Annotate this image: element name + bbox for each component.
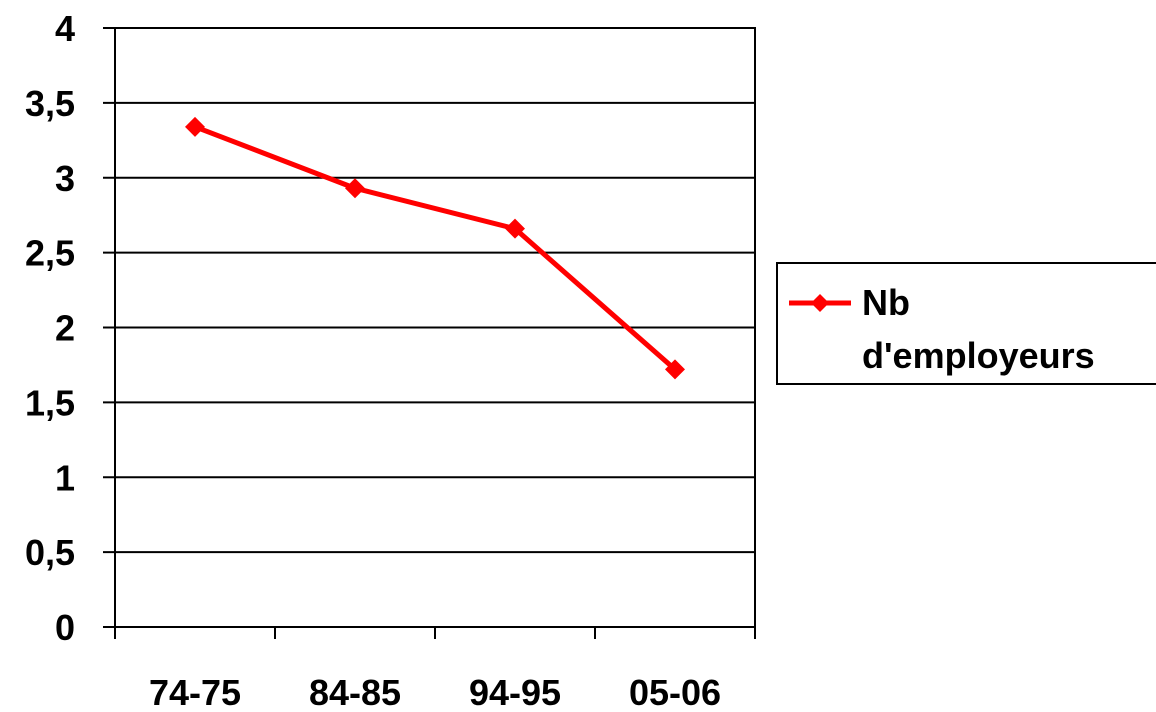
data-point <box>505 218 525 239</box>
y-tick-label: 3,5 <box>25 83 75 124</box>
x-tick-label: 74-75 <box>149 672 241 712</box>
y-tick-label: 1,5 <box>25 382 75 423</box>
series-line <box>194 124 677 372</box>
legend: Nb d'employeurs <box>776 262 1156 385</box>
y-tick-label: 0 <box>55 607 75 648</box>
y-tick-label: 0,5 <box>25 532 75 573</box>
y-axis: 0 0,5 1 1,5 2 2,5 3 3,5 4 <box>25 8 115 648</box>
data-point <box>345 178 365 199</box>
y-tick-label: 3 <box>55 158 75 199</box>
legend-label-line-1: Nb <box>862 282 910 323</box>
x-tick-label: 94-95 <box>469 672 561 712</box>
legend-marker-swatch <box>811 294 829 312</box>
data-point <box>185 116 205 137</box>
legend-label-line-2: d'employeurs <box>862 335 1095 376</box>
y-tick-label: 2,5 <box>25 233 75 274</box>
x-tick-label: 05-06 <box>629 672 721 712</box>
legend-box <box>776 262 1156 385</box>
x-axis: 74-75 84-85 94-95 05-06 <box>114 627 756 712</box>
y-tick-label: 1 <box>55 457 75 498</box>
x-tick-label: 84-85 <box>309 672 401 712</box>
series-group <box>185 116 685 380</box>
y-tick-label: 2 <box>55 308 75 349</box>
y-tick-label: 4 <box>55 8 75 49</box>
gridlines <box>115 101 755 554</box>
legend-label: Nb d'employeurs <box>862 282 1095 376</box>
data-point <box>665 359 685 380</box>
